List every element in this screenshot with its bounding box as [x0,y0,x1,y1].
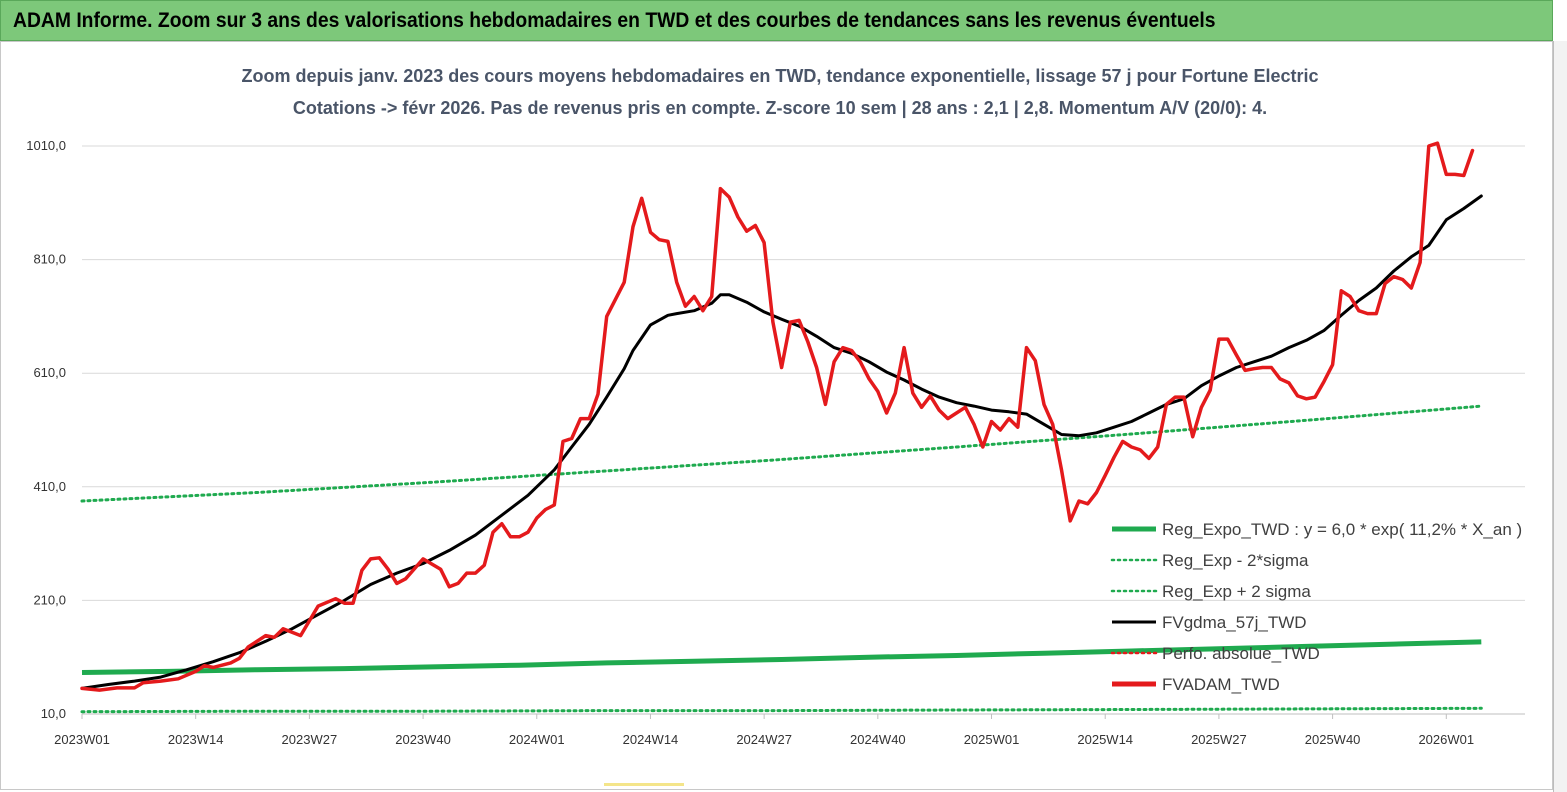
right-scroll-strip[interactable] [1553,41,1567,792]
x-tick-label: 2024W27 [736,732,792,747]
chart-subtitle-line-2: Cotations -> févr 2026. Pas de revenus p… [292,98,1268,118]
x-tick-label: 2026W01 [1418,732,1474,747]
x-tick-label: 2023W14 [168,732,224,747]
y-tick-label: 210,0 [33,592,66,607]
gridlines [82,145,1525,715]
y-tick-label: 10,0 [41,706,66,721]
y-tick-label: 810,0 [33,252,66,267]
series-fvadam-twd [80,141,1475,692]
legend-label: FVgdma_57j_TWD [1162,613,1307,632]
legend-label: Perfo. absolue_TWD [1162,644,1320,663]
x-tick-label: 2023W01 [54,732,110,747]
series-reg-expo-twd [81,639,1482,675]
title-banner: ADAM Informe. Zoom sur 3 ans des valoris… [0,0,1553,41]
y-axis-ticks: 10,0 210,0 410,0 610,0 810,0 1010,0 [26,138,66,721]
x-axis-ticks: 2023W01 2023W14 2023W27 2023W40 2024W01 2024W… [54,713,1525,747]
x-tick-label: 2024W01 [509,732,565,747]
y-tick-label: 610,0 [33,365,66,380]
y-tick-label: 410,0 [33,479,66,494]
y-tick-label: 1010,0 [26,138,66,153]
legend-label: Reg_Exp - 2*sigma [1162,551,1309,570]
series-layer [80,141,1483,714]
series-reg-exp-2-sigma [80,404,1483,503]
bottom-resize-mark [604,783,684,786]
x-tick-label: 2023W40 [395,732,451,747]
series-reg-exp-2-sigma [80,706,1483,714]
legend: Reg_Expo_TWD : y = 6,0 * exp( 11,2% * X_… [1110,520,1522,694]
x-tick-label: 2025W14 [1077,732,1133,747]
chart-frame [0,41,1553,790]
x-tick-label: 2025W27 [1191,732,1247,747]
x-tick-label: 2024W40 [850,732,906,747]
x-tick-label: 2025W01 [964,732,1020,747]
legend-label: Reg_Exp + 2 sigma [1162,582,1311,601]
banner-title: ADAM Informe. Zoom sur 3 ans des valoris… [13,9,1216,32]
x-tick-label: 2025W40 [1305,732,1361,747]
x-tick-label: 2024W14 [623,732,679,747]
x-tick-label: 2023W27 [282,732,338,747]
legend-label: FVADAM_TWD [1162,675,1280,694]
legend-label: Reg_Expo_TWD : y = 6,0 * exp( 11,2% * X_… [1162,520,1522,539]
chart-subtitle-line-1: Zoom depuis janv. 2023 des cours moyens … [241,66,1319,86]
